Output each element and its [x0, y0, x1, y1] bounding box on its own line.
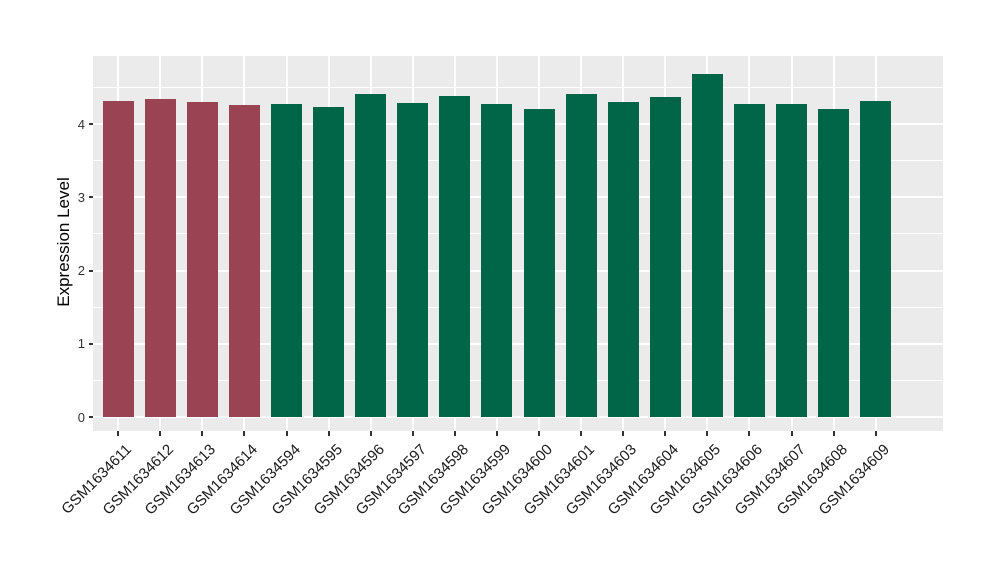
bar-GSM1634595 [313, 106, 345, 418]
y-axis-title-text: Expression Level [54, 177, 73, 307]
x-axis-tick-mark [327, 431, 330, 436]
x-axis-tick-mark [159, 431, 162, 436]
y-axis-tick-label: 3 [77, 189, 85, 205]
bar-GSM1634612 [144, 99, 176, 418]
bar-GSM1634611 [102, 100, 134, 418]
y-axis-tick-mark [89, 269, 93, 272]
y-axis-tick-mark [89, 196, 93, 199]
bar-GSM1634607 [776, 103, 807, 418]
x-axis-tick-mark [706, 431, 709, 436]
gridline-major-horizontal [93, 269, 943, 272]
x-axis-tick-mark [664, 431, 667, 436]
bar-GSM1634600 [523, 108, 555, 418]
x-axis-tick-mark [538, 431, 541, 436]
bar-GSM1634599 [481, 103, 513, 418]
y-axis-tick-mark [89, 416, 93, 419]
bar-GSM1634596 [355, 94, 387, 418]
x-axis-tick-mark [411, 431, 414, 436]
y-axis-tick-mark [89, 123, 93, 126]
x-axis-tick-mark [117, 431, 120, 436]
bar-GSM1634608 [818, 108, 850, 418]
x-axis-tick-mark [790, 431, 793, 436]
y-axis-tick-label: 4 [77, 116, 85, 132]
gridline-minor-horizontal [93, 306, 943, 308]
gridline-major-horizontal [93, 342, 943, 345]
x-axis-tick-mark [201, 431, 204, 436]
gridline-minor-horizontal [93, 233, 943, 235]
x-axis-tick-mark [874, 431, 877, 436]
gridline-major-horizontal [93, 123, 943, 126]
x-axis-tick-mark [748, 431, 751, 436]
x-axis-tick-mark [495, 431, 498, 436]
x-axis-tick-mark [622, 431, 625, 436]
x-axis-tick-mark [580, 431, 583, 436]
x-axis-tick-mark [832, 431, 835, 436]
bar-GSM1634604 [649, 97, 681, 418]
x-axis-tick-mark [369, 431, 372, 436]
gridline-minor-horizontal [93, 160, 943, 162]
plot-panel [93, 56, 943, 431]
bar-GSM1634605 [691, 74, 723, 418]
y-axis-tick-label: 1 [77, 336, 85, 352]
y-axis-tick-label: 2 [77, 263, 85, 279]
bar-GSM1634609 [860, 101, 892, 418]
gridline-major-horizontal [93, 416, 943, 419]
bar-GSM1634601 [565, 94, 597, 418]
x-axis-tick-mark [453, 431, 456, 436]
bar-GSM1634598 [439, 96, 471, 418]
bar-GSM1634594 [271, 103, 303, 418]
bar-GSM1634614 [228, 105, 260, 418]
gridline-minor-horizontal [93, 86, 943, 88]
x-axis-tick-mark [243, 431, 246, 436]
x-axis-tick-mark [285, 431, 288, 436]
y-axis-tick-label: 0 [77, 409, 85, 425]
bar-GSM1634597 [397, 102, 429, 418]
bar-GSM1634603 [607, 102, 639, 418]
gridline-minor-horizontal [93, 379, 943, 381]
bar-GSM1634613 [186, 102, 218, 418]
gridline-major-horizontal [93, 196, 943, 199]
y-axis-tick-mark [89, 342, 93, 345]
bar-GSM1634606 [733, 104, 765, 418]
